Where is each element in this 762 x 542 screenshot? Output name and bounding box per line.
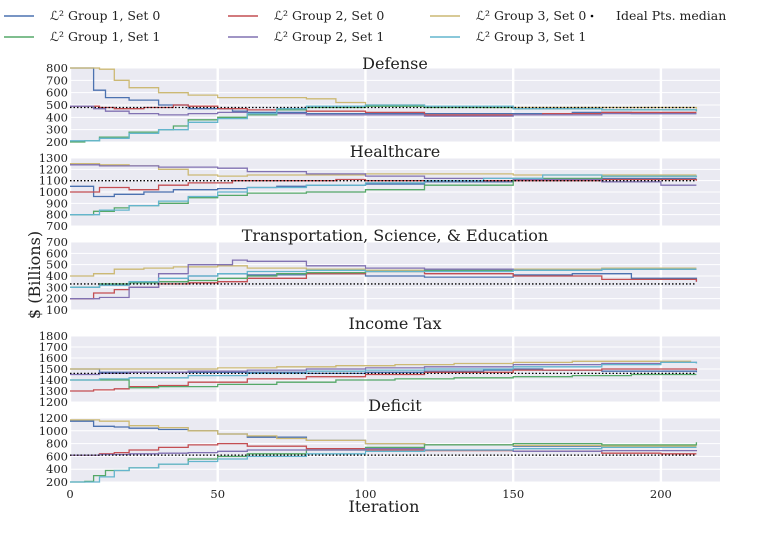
legend-label: ℒ² Group 2, Set 1	[274, 29, 384, 44]
series-line	[70, 104, 698, 142]
series-line	[70, 259, 697, 300]
series-line	[70, 360, 692, 370]
series-line	[70, 164, 697, 186]
y-tick-label: 800	[46, 208, 68, 222]
y-tick-label: 200	[46, 475, 68, 489]
y-tick-label: 700	[46, 235, 68, 249]
y-tick-label: 400	[46, 462, 68, 476]
x-axis-label: Iteration	[349, 497, 420, 516]
y-tick-label: 600	[46, 449, 68, 463]
x-tick-label: 0	[66, 487, 73, 501]
y-tick-label: 1200	[39, 411, 68, 425]
y-tick-label: 1300	[39, 151, 68, 165]
y-tick-label: 1200	[39, 395, 68, 409]
legend-label: ℒ² Group 3, Set 1	[476, 29, 586, 44]
legend-label: ℒ² Group 1, Set 1	[50, 29, 160, 44]
y-tick-label: 1700	[39, 340, 68, 354]
x-tick-label: 100	[354, 487, 376, 501]
y-tick-label: 300	[46, 280, 68, 294]
y-tick-label: 400	[46, 269, 68, 283]
x-tick-label: 150	[502, 487, 524, 501]
series-line	[70, 446, 697, 483]
y-tick-label: 500	[46, 258, 68, 272]
y-tick-label: 1100	[39, 174, 68, 188]
y-axis-label: $ (Billions)	[25, 231, 44, 319]
series-line	[70, 105, 697, 117]
y-tick-label: 1200	[39, 162, 68, 176]
y-tick-label: 800	[46, 61, 68, 75]
legend-label: ℒ² Group 2, Set 0	[274, 8, 384, 23]
y-tick-label: 1000	[39, 424, 68, 438]
series-line	[70, 361, 698, 381]
legend-label: Ideal Pts. median	[616, 8, 726, 23]
legend-label: ℒ² Group 1, Set 0	[50, 8, 160, 23]
panel-title: Deficit	[368, 396, 422, 415]
y-tick-label: 1600	[39, 351, 68, 365]
series-line	[70, 442, 698, 483]
y-tick-label: 900	[46, 196, 68, 210]
y-tick-label: 1300	[39, 384, 68, 398]
series-line	[70, 361, 698, 376]
y-tick-label: 700	[46, 219, 68, 233]
y-tick-label: 200	[46, 292, 68, 306]
series-line	[70, 368, 698, 392]
legend-label: ℒ² Group 3, Set 0	[476, 8, 586, 23]
y-tick-label: 1000	[39, 185, 68, 199]
series-line	[70, 448, 698, 456]
series-line	[70, 268, 697, 288]
panel-title: Healthcare	[350, 142, 440, 161]
series-line	[70, 174, 698, 216]
y-tick-label: 600	[46, 86, 68, 100]
y-tick-label: 600	[46, 246, 68, 260]
y-tick-label: 700	[46, 73, 68, 87]
panel-title: Income Tax	[349, 314, 442, 333]
y-tick-label: 400	[46, 110, 68, 124]
panel-title: Transportation, Science, & Education	[242, 226, 548, 245]
legend: ℒ² Group 1, Set 0 ℒ² Group 2, Set 0 ℒ² Gro…	[4, 8, 726, 44]
x-tick-label: 200	[650, 487, 672, 501]
y-tick-label: 300	[46, 123, 68, 137]
panel-title: Defense	[362, 54, 428, 73]
series-line	[70, 175, 697, 216]
legend-marker-dot	[590, 14, 594, 18]
y-tick-label: 500	[46, 98, 68, 112]
y-tick-label: 1500	[39, 362, 68, 376]
x-axis: 0 50 100 150 200	[66, 487, 672, 501]
series-line	[70, 163, 697, 177]
y-tick-label: 1800	[39, 329, 68, 343]
y-tick-label: 1400	[39, 373, 68, 387]
series-line	[70, 270, 698, 300]
y-tick-label: 200	[46, 135, 68, 149]
y-tick-label: 800	[46, 437, 68, 451]
y-tick-label: 100	[46, 303, 68, 317]
series-line	[70, 373, 697, 389]
x-tick-label: 50	[210, 487, 225, 501]
